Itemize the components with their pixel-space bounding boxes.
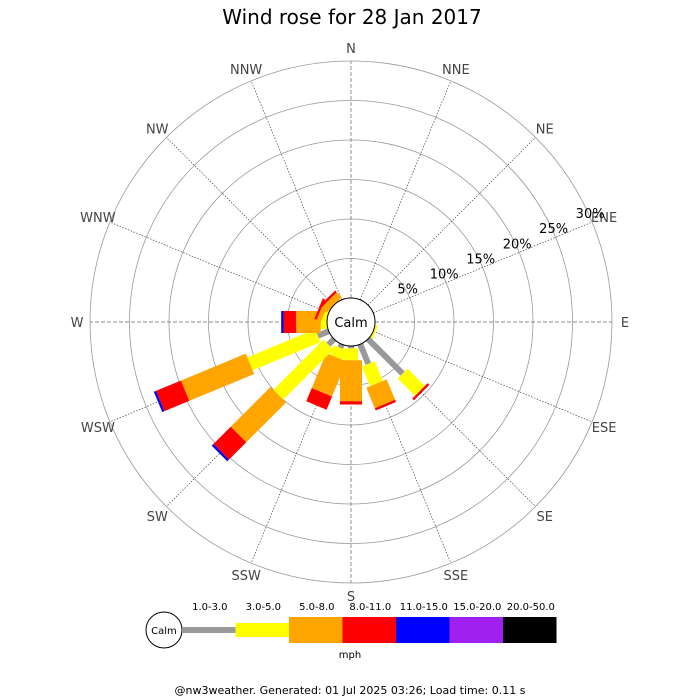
direction-label-ssw: SSW [231, 569, 261, 584]
legend-label: 1.0-3.0 [192, 602, 227, 613]
legend-label: 11.0-15.0 [400, 602, 448, 613]
legend-label: 3.0-5.0 [246, 602, 281, 613]
direction-label-ese: ESE [592, 421, 617, 436]
direction-label-nne: NNE [442, 63, 470, 78]
bar-sse-1.0-3.0 [357, 343, 372, 366]
direction-label-e: E [621, 316, 629, 331]
legend-label: 5.0-8.0 [299, 602, 334, 613]
bar-sw-5.0-8.0 [230, 387, 286, 443]
bar-wnw-8.0-11.0 [314, 298, 326, 320]
calm-label: Calm [334, 316, 367, 331]
direction-label-s: S [347, 590, 355, 605]
wind-bars [153, 290, 430, 462]
legend-label: 15.0-20.0 [453, 602, 501, 613]
radial-tick-label: 25% [539, 222, 568, 237]
direction-labels: N NNE NE ENE E ESE SE SSE S SSW SW WSW W WNW NW NNW [71, 42, 630, 605]
bar-sw-3.0-5.0 [273, 339, 334, 400]
chart-title: Wind rose for 28 Jan 2017 [222, 5, 481, 29]
direction-label-wsw: WSW [81, 421, 115, 436]
direction-label-ne: NE [536, 122, 554, 137]
spoke-nne [359, 80, 452, 300]
footer-text: @nw3weather. Generated: 01 Jul 2025 03:2… [175, 684, 526, 697]
bar-nw-5.0-8.0 [321, 292, 342, 313]
bar-ssw-5.0-8.0 [311, 353, 347, 397]
direction-label-w: W [71, 316, 84, 331]
bar-ssw-3.0-5.0 [329, 345, 347, 360]
bar-wsw-11.0-15.0 [153, 390, 165, 413]
bar-se-3.0-5.0 [397, 368, 425, 396]
spoke-wnw [109, 221, 329, 314]
radial-tick-label: 10% [430, 268, 459, 283]
bar-se-8.0-11.0 [412, 383, 430, 401]
direction-label-nw: NW [146, 122, 169, 137]
bar-wsw-1.0-3.0 [316, 328, 330, 339]
calm-circle: Calm [326, 297, 376, 347]
bar-sw-8.0-11.0 [213, 426, 247, 460]
legend-unit-label: mph [339, 650, 361, 661]
bar-nw-8.0-11.0 [319, 290, 337, 308]
legend: Calm 1.0-3.0 3.0-5.0 5.0-8.0 8.0-11.0 11.0-1… [145, 602, 557, 661]
bar-sse-8.0-11.0 [374, 399, 397, 411]
direction-label-wnw: WNW [80, 211, 116, 226]
bar-sw-1.0-3.0 [326, 336, 337, 347]
grid-ring [208, 179, 494, 465]
radial-tick-label: 20% [503, 237, 532, 252]
spoke-nnw [250, 80, 343, 300]
legend-calm-label: Calm [151, 626, 177, 637]
bar-sse-3.0-5.0 [361, 361, 383, 387]
bar-ssw-1.0-3.0 [337, 343, 345, 349]
radial-tick-labels: 5% 10% 15% 20% 25% 30% [397, 207, 604, 298]
grid-ring [129, 100, 573, 544]
bar-wsw-5.0-8.0 [180, 353, 255, 401]
spoke-ese [373, 330, 593, 423]
bar-se-1.0-3.0 [365, 336, 405, 376]
bar-sse-5.0-8.0 [366, 379, 396, 409]
spoke-ne [367, 137, 536, 306]
direction-label-sw: SW [147, 510, 168, 525]
direction-label-sse: SSE [444, 569, 469, 584]
radial-tick-label: 15% [466, 252, 495, 267]
direction-label-ene: ENE [591, 211, 617, 226]
radial-tick-label: 5% [397, 283, 418, 298]
spoke-nw [166, 137, 335, 306]
direction-label-nnw: NNW [230, 63, 262, 78]
bar-wsw-8.0-11.0 [156, 380, 190, 412]
bar-ssw-8.0-11.0 [306, 388, 333, 410]
legend-label: 8.0-11.0 [349, 602, 391, 613]
radial-tick-label: 30% [576, 207, 605, 222]
direction-label-se: SE [537, 510, 553, 525]
bar-wsw-3.0-5.0 [247, 329, 321, 371]
direction-label-n: N [346, 42, 356, 57]
bar-sw-11.0-15.0 [211, 444, 229, 462]
spoke-ene [373, 221, 593, 314]
legend-label: 20.0-50.0 [507, 602, 555, 613]
